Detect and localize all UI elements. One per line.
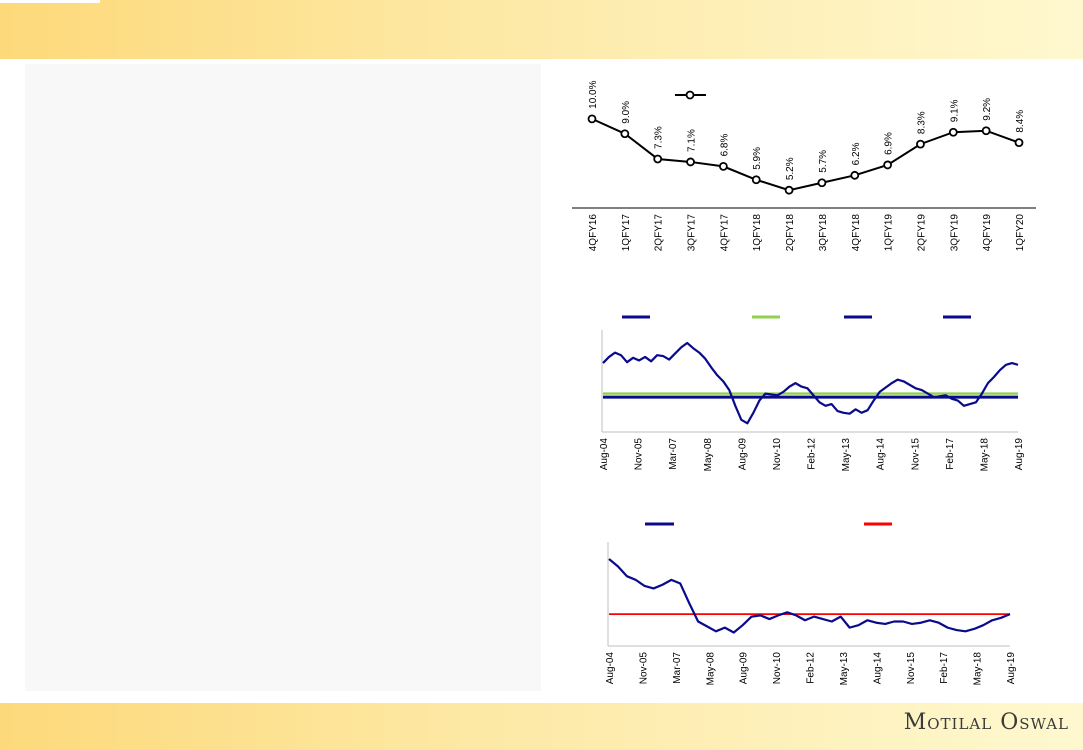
data-label: 10.0% bbox=[588, 80, 599, 108]
series-line bbox=[591, 117, 1020, 192]
data-label: 9.2% bbox=[982, 98, 993, 121]
data-point bbox=[981, 126, 991, 136]
x-tick-label: Nov-05 bbox=[638, 652, 649, 685]
x-tick-label: Aug-14 bbox=[876, 438, 887, 471]
x-tick-label: 2QFY19 bbox=[916, 214, 927, 252]
brand-logo: Motilal Oswal bbox=[903, 710, 1069, 735]
x-tick-label: Nov-10 bbox=[772, 652, 783, 685]
x-tick-label: 2QFY18 bbox=[785, 214, 796, 252]
x-tick-label: May-18 bbox=[979, 438, 990, 472]
x-tick-label: Aug-04 bbox=[599, 438, 610, 471]
x-tick-label: 1QFY19 bbox=[884, 214, 895, 252]
x-tick-label: Aug-14 bbox=[872, 652, 883, 685]
data-label: 6.9% bbox=[884, 132, 895, 155]
data-point bbox=[686, 157, 695, 167]
data-point bbox=[1014, 138, 1024, 148]
data-label: 5.2% bbox=[785, 157, 796, 180]
x-tick-label: Feb-12 bbox=[807, 438, 818, 470]
data-point bbox=[916, 139, 925, 149]
header-accent bbox=[0, 0, 100, 3]
x-tick-label: May-13 bbox=[839, 652, 850, 686]
data-label: 5.7% bbox=[818, 150, 829, 173]
x-tick-label: Nov-15 bbox=[910, 438, 921, 471]
chart-indicator-trend: Aug-04 Nov-05 Mar-07 May-08 Aug-09 Nov-10 Feb-… bbox=[599, 315, 1025, 472]
data-label: 9.1% bbox=[949, 99, 960, 122]
x-tick-label: Mar-07 bbox=[668, 438, 679, 470]
x-tick-label: May-08 bbox=[705, 652, 716, 686]
series-line bbox=[608, 558, 1011, 634]
x-tick-label: Aug-09 bbox=[737, 438, 748, 471]
data-point bbox=[718, 162, 728, 171]
header-band bbox=[0, 0, 1083, 59]
x-tick-label: Feb-17 bbox=[945, 438, 956, 470]
data-point bbox=[653, 154, 663, 164]
data-label: 6.2% bbox=[851, 142, 862, 165]
data-point bbox=[620, 129, 630, 139]
x-tick-label: May-08 bbox=[703, 438, 714, 472]
x-tick-label: Aug-09 bbox=[739, 652, 750, 685]
x-tick-label: Aug-19 bbox=[1006, 652, 1017, 685]
x-tick-label: 4QFY19 bbox=[982, 214, 993, 252]
data-point bbox=[948, 127, 958, 137]
footer-band bbox=[0, 703, 1083, 750]
x-tick-label: Feb-17 bbox=[939, 652, 950, 684]
data-point bbox=[784, 185, 794, 195]
x-tick-label: 4QFY18 bbox=[851, 214, 862, 252]
data-label: 8.4% bbox=[1015, 110, 1026, 133]
data-point bbox=[751, 175, 761, 185]
x-tick-label: 1QFY17 bbox=[621, 214, 632, 252]
x-tick-label: Nov-10 bbox=[772, 438, 783, 471]
data-point bbox=[817, 178, 827, 188]
chart-quarterly-growth: 10.0% 4QFY16 9.0% 1QFY17 7.3% 2QFY17 7.1% 3QFY1… bbox=[572, 80, 1036, 252]
x-tick-label: 4QFY16 bbox=[588, 214, 599, 252]
x-tick-label: 1QFY20 bbox=[1015, 214, 1026, 252]
chart-long-term-trend: Aug-04 Nov-05 Mar-07 May-08 Aug-09 Nov-10 Feb-… bbox=[605, 522, 1017, 686]
data-point bbox=[850, 170, 860, 180]
series-line bbox=[602, 341, 1019, 425]
data-label: 7.3% bbox=[654, 126, 665, 149]
data-point bbox=[587, 114, 597, 124]
x-tick-label: Aug-19 bbox=[1014, 438, 1025, 471]
x-tick-label: 2QFY17 bbox=[654, 214, 665, 252]
commentary-panel bbox=[25, 64, 541, 691]
x-tick-label: Feb-12 bbox=[806, 652, 817, 684]
x-tick-label: 4QFY17 bbox=[719, 214, 730, 252]
data-label: 8.3% bbox=[916, 111, 927, 134]
data-label: 7.1% bbox=[687, 129, 698, 152]
x-tick-label: 3QFY18 bbox=[818, 214, 829, 252]
x-tick-label: 3QFY17 bbox=[687, 214, 698, 252]
data-point bbox=[883, 160, 893, 170]
x-tick-label: Nov-05 bbox=[634, 438, 645, 471]
x-tick-label: Mar-07 bbox=[672, 652, 683, 684]
x-tick-label: Nov-15 bbox=[906, 652, 917, 685]
data-label: 5.9% bbox=[752, 147, 763, 170]
legend-marker bbox=[685, 90, 695, 100]
x-tick-label: 1QFY18 bbox=[752, 214, 763, 252]
x-tick-label: Aug-04 bbox=[605, 652, 616, 685]
data-label: 9.0% bbox=[621, 101, 632, 124]
x-tick-label: May-13 bbox=[841, 438, 852, 472]
data-label: 6.8% bbox=[719, 133, 730, 156]
x-tick-label: May-18 bbox=[973, 652, 984, 686]
x-tick-label: 3QFY19 bbox=[949, 214, 960, 252]
